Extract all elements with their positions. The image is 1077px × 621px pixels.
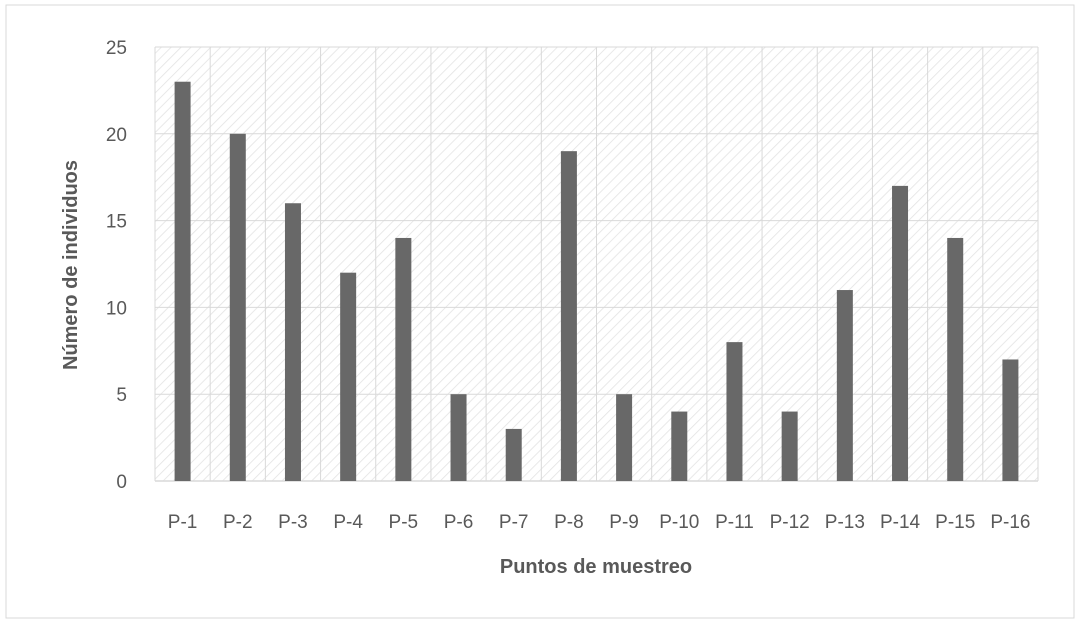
y-tick-label: 10 <box>106 298 127 319</box>
x-tick-label: P-8 <box>554 512 584 533</box>
x-tick-label: P-7 <box>499 512 529 533</box>
y-axis-title: Número de individuos <box>60 160 82 370</box>
y-tick-label: 0 <box>116 472 127 493</box>
y-axis-tick-labels: 0 5 10 15 20 25 <box>106 38 127 493</box>
bar-P-14 <box>892 185 909 481</box>
chart-outer-border <box>5 4 1075 619</box>
x-tick-label: P-12 <box>770 512 810 533</box>
x-tick-label: P-10 <box>659 512 699 533</box>
x-tick-label: P-5 <box>389 512 419 533</box>
bar-P-3 <box>284 203 301 482</box>
x-tick-label: P-3 <box>278 512 308 533</box>
bar-P-15 <box>947 237 964 481</box>
x-tick-label: P-2 <box>223 512 253 533</box>
x-axis-tick-labels: P-1 P-2 P-3 P-4 P-5 P-6 P-7 P-8 P-9 P-10 P-11 P-12 P… <box>168 512 1031 533</box>
bar-P-11 <box>726 342 743 481</box>
bar-P-13 <box>836 290 853 481</box>
bar-P-12 <box>781 411 798 481</box>
bar-P-7 <box>505 428 522 481</box>
bar-P-6 <box>450 394 467 481</box>
bar-P-2 <box>229 133 246 482</box>
bar-P-1 <box>174 81 191 481</box>
bar-P-16 <box>1002 359 1019 481</box>
x-tick-label: P-14 <box>880 512 921 533</box>
x-tick-label: P-4 <box>333 512 363 533</box>
x-tick-label: P-6 <box>444 512 474 533</box>
y-tick-label: 15 <box>106 212 127 233</box>
bar-P-10 <box>671 411 688 481</box>
x-tick-label: P-13 <box>825 512 865 533</box>
bar-P-5 <box>395 237 412 481</box>
grid <box>154 46 1039 482</box>
bar-P-4 <box>340 272 357 481</box>
y-tick-label: 25 <box>106 38 127 59</box>
y-tick-label: 20 <box>106 125 127 146</box>
x-tick-label: P-16 <box>990 512 1030 533</box>
bar-P-9 <box>616 394 633 481</box>
bars <box>174 81 1019 482</box>
x-axis-title: Puntos de muestreo <box>500 556 692 578</box>
x-tick-label: P-15 <box>935 512 975 533</box>
x-tick-label: P-1 <box>168 512 198 533</box>
bar-P-8 <box>560 151 577 481</box>
x-tick-label: P-11 <box>715 512 754 533</box>
y-tick-label: 5 <box>116 385 127 406</box>
x-tick-label: P-9 <box>609 512 639 533</box>
